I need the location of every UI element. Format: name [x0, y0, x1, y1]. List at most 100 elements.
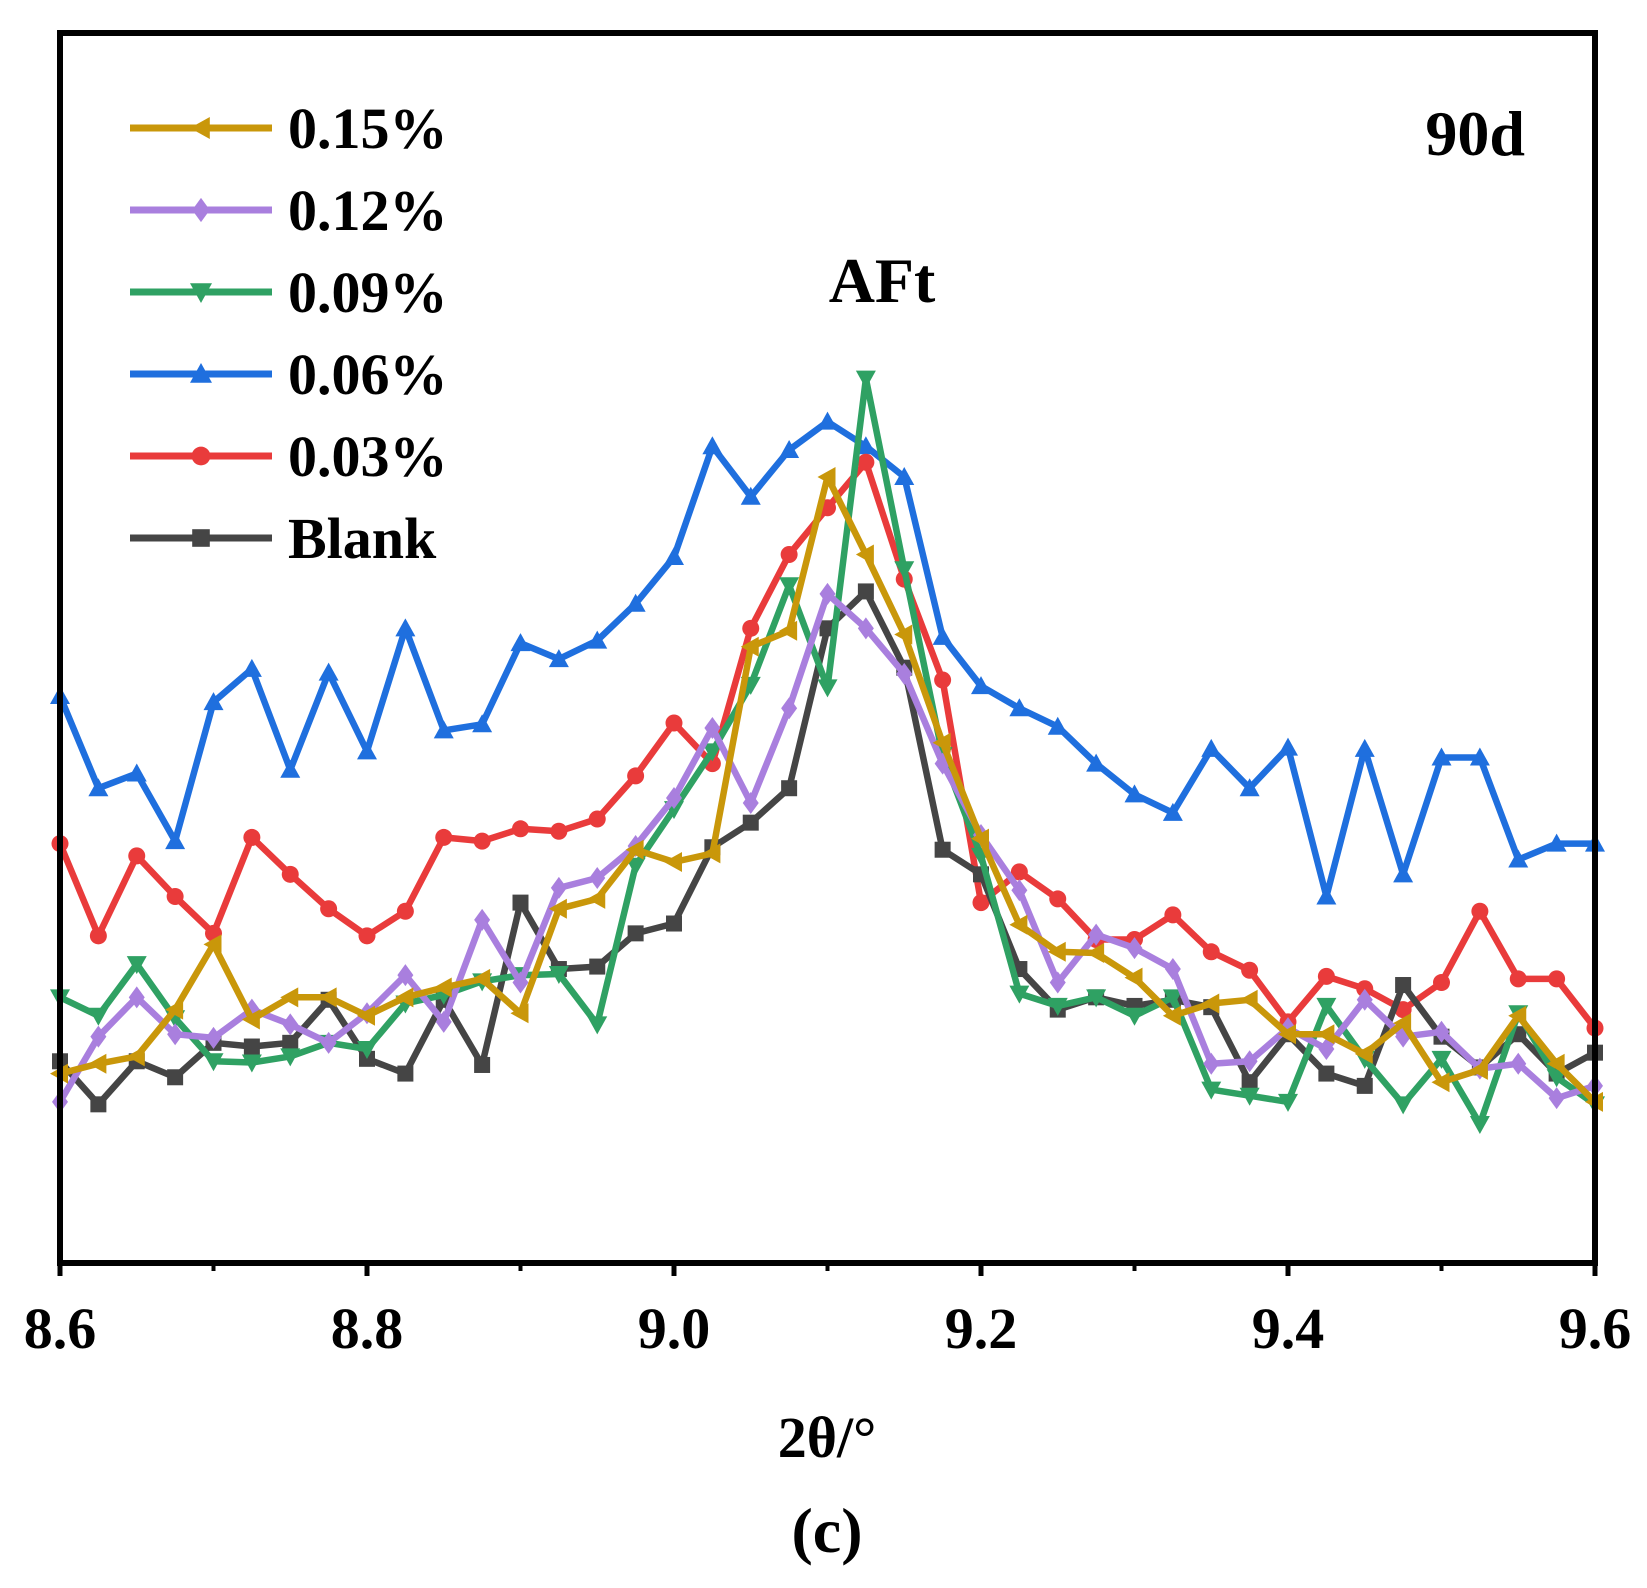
data-point-0-09	[1086, 989, 1107, 1008]
data-point-0-03	[665, 714, 683, 732]
data-point-0-15	[587, 888, 606, 909]
legend-item: 0.15%	[130, 96, 448, 161]
data-point-0-15	[1546, 1053, 1565, 1074]
data-point-0-12	[742, 791, 759, 814]
data-point-0-09	[241, 1054, 262, 1073]
data-point-0-09	[1047, 997, 1068, 1016]
data-point-0-15	[1316, 1024, 1335, 1045]
data-point-0-15	[702, 843, 721, 864]
data-point-0-15	[88, 1053, 107, 1074]
data-point-blank	[934, 841, 951, 858]
legend-item: 0.03%	[130, 424, 448, 489]
data-point-0-06	[1546, 833, 1567, 852]
data-point-0-12	[857, 617, 874, 640]
data-point-0-15	[664, 852, 682, 873]
data-point-0-03	[512, 820, 529, 838]
data-point-0-03	[1202, 943, 1220, 961]
data-point-0-09	[1469, 1116, 1490, 1135]
data-point-0-12	[1356, 988, 1373, 1011]
data-point-0-12	[666, 787, 682, 810]
data-point-0-15	[1393, 1013, 1412, 1034]
data-point-blank	[167, 1069, 184, 1086]
data-point-0-03	[89, 927, 107, 945]
data-point-0-06	[1354, 738, 1375, 757]
data-point-0-09	[1124, 1007, 1145, 1026]
data-point-0-03	[857, 453, 875, 471]
data-point-0-12	[1318, 1037, 1335, 1060]
data-point-0-06	[126, 763, 147, 782]
data-point-0-15	[971, 828, 989, 849]
data-point-0-15	[395, 987, 414, 1008]
data-point-0-12	[474, 908, 491, 931]
data-point-0-06	[357, 741, 377, 760]
legend-label: 0.15%	[288, 96, 448, 161]
data-point-0-09	[1316, 997, 1337, 1016]
data-point-0-06	[932, 626, 953, 645]
x-tick-label: 9.6	[1559, 1296, 1632, 1361]
data-point-0-09	[548, 965, 569, 984]
data-point-0-15	[1354, 1043, 1373, 1064]
data-point-blank	[1318, 1065, 1335, 1082]
data-point-0-12	[896, 662, 913, 685]
data-point-0-03	[742, 619, 760, 637]
data-point-blank	[1241, 1074, 1258, 1091]
data-point-blank	[397, 1065, 414, 1082]
data-point-0-12	[205, 1026, 222, 1049]
data-point-0-06	[203, 692, 224, 711]
data-point-0-03	[1164, 906, 1182, 924]
data-point-0-09	[1009, 985, 1030, 1004]
data-point-0-12	[819, 582, 836, 605]
data-point-0-06	[1124, 784, 1145, 803]
data-point-0-12	[282, 1013, 299, 1036]
data-point-0-15	[1431, 1072, 1450, 1093]
data-point-0-12	[1088, 923, 1105, 946]
data-point-0-06	[88, 778, 109, 797]
data-point-blank	[474, 1056, 491, 1073]
legend-marker	[190, 283, 212, 303]
legend-label: 0.12%	[288, 178, 448, 243]
legend-marker	[191, 446, 211, 466]
panel-label: 90d	[1425, 98, 1525, 169]
data-point-0-09	[587, 1016, 608, 1035]
data-point-0-15	[1201, 993, 1220, 1014]
series-0-15	[50, 467, 1603, 1112]
data-point-0-09	[1393, 1096, 1414, 1115]
data-point-0-03	[243, 828, 261, 846]
data-point-0-03	[627, 767, 645, 785]
data-point-0-12	[1203, 1052, 1220, 1075]
data-point-0-06	[1393, 864, 1414, 883]
x-axis: 8.6 8.8 9.0 9.2 9.4 9.6	[24, 1263, 1632, 1361]
data-point-blank	[781, 780, 798, 797]
data-point-0-03	[473, 832, 491, 850]
data-point-0-12	[1126, 937, 1143, 960]
data-point-blank	[857, 583, 874, 600]
data-point-0-15	[1278, 1024, 1296, 1045]
data-point-0-06	[817, 411, 838, 430]
data-point-blank	[589, 958, 606, 975]
data-point-blank	[282, 1034, 299, 1051]
legend-marker	[192, 197, 210, 223]
legend-label: 0.06%	[288, 342, 448, 407]
data-point-0-15	[894, 624, 913, 645]
data-point-0-15	[625, 839, 644, 860]
x-tick-label: 9.2	[945, 1296, 1018, 1361]
data-point-0-03	[1548, 970, 1566, 988]
data-point-0-15	[1469, 1059, 1488, 1080]
data-point-0-06	[165, 831, 186, 850]
data-point-0-12	[128, 986, 145, 1009]
data-point-blank	[512, 894, 529, 911]
data-point-0-06	[1009, 698, 1030, 717]
x-tick-label: 8.8	[331, 1296, 404, 1361]
x-tick-label: 8.6	[24, 1296, 97, 1361]
data-point-0-06	[510, 633, 531, 652]
data-point-0-09	[280, 1048, 301, 1067]
data-point-0-09	[1162, 989, 1183, 1008]
data-point-0-09	[357, 1040, 377, 1059]
data-point-0-15	[126, 1046, 145, 1067]
data-point-0-03	[972, 894, 990, 912]
data-point-0-15	[1086, 943, 1105, 964]
series-0-03	[51, 453, 1604, 1037]
data-point-0-15	[548, 898, 567, 919]
data-point-0-03	[1394, 1001, 1412, 1019]
data-point-0-15	[855, 544, 874, 565]
